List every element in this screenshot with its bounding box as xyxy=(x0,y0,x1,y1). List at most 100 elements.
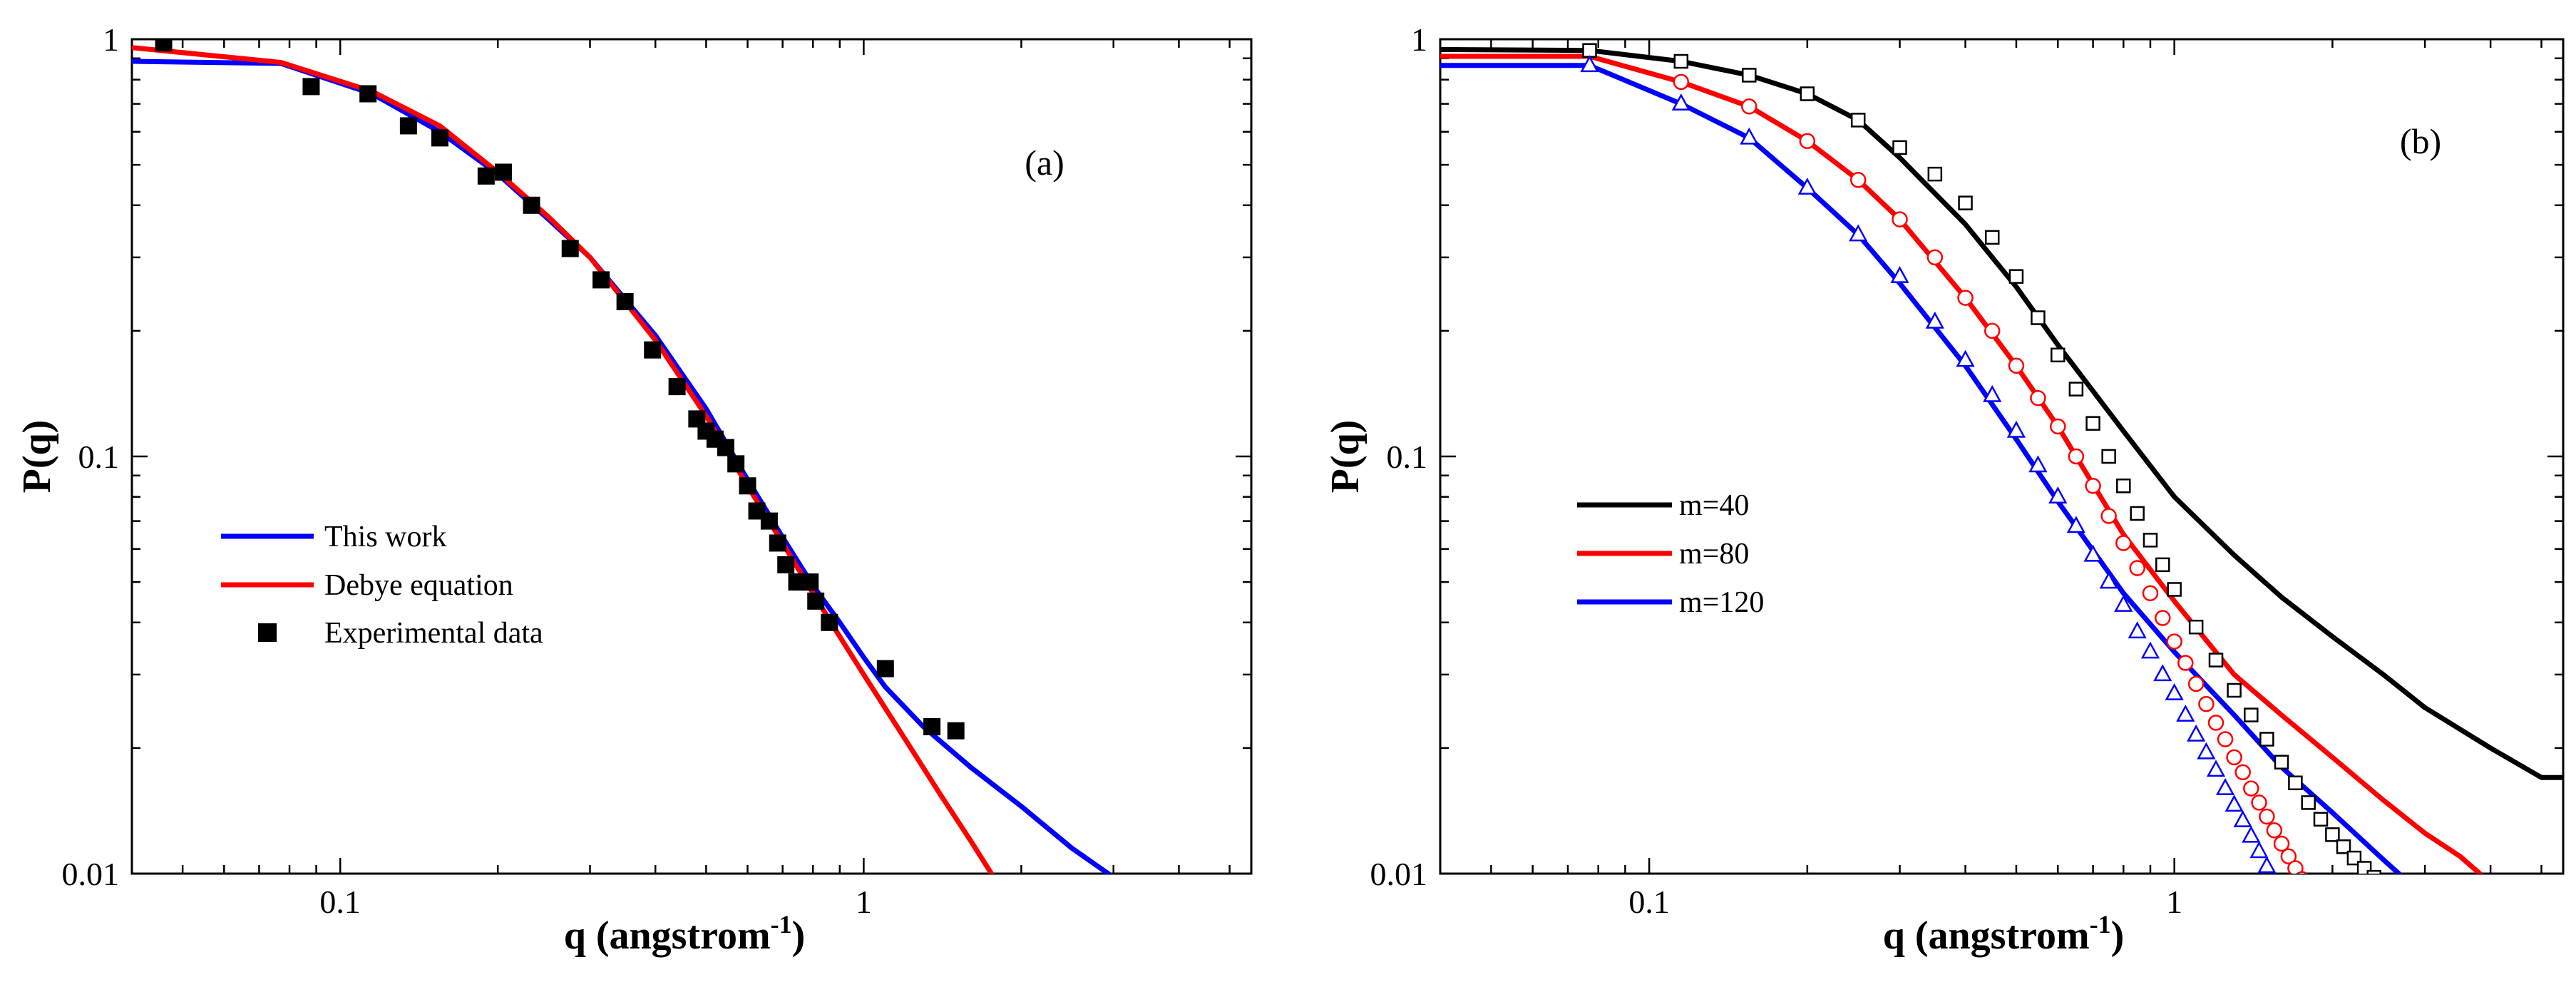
data-point xyxy=(2085,416,2100,431)
data-point xyxy=(561,240,579,257)
data-point xyxy=(2225,794,2244,812)
data-point xyxy=(2307,891,2321,906)
data-point xyxy=(1890,266,1909,283)
data-point xyxy=(1892,211,1908,227)
data-point xyxy=(2313,812,2329,827)
data-point xyxy=(2302,881,2316,896)
data-point xyxy=(2418,917,2431,930)
data-point xyxy=(2325,827,2340,842)
data-point xyxy=(2051,347,2066,363)
data-point xyxy=(2233,810,2252,827)
panel-b-x-axis-title-close: ) xyxy=(2111,914,2125,958)
data-point xyxy=(1740,127,1759,145)
data-point xyxy=(2129,560,2145,576)
data-point xyxy=(2242,825,2261,843)
data-point xyxy=(2142,585,2159,602)
data-point xyxy=(399,117,417,135)
data-point xyxy=(1741,98,1757,115)
panel-b-plot-area xyxy=(1440,43,2563,930)
data-point xyxy=(1800,86,1815,101)
panel-a-frame xyxy=(130,38,1253,875)
data-point xyxy=(302,78,320,96)
data-point xyxy=(2301,795,2316,810)
data-point xyxy=(1850,113,1866,128)
panel-a-chart: 0.1 1 0.01 0.1 1 (a) q (angstrom-1) P(q) Thi… xyxy=(15,21,1253,958)
series-markers-m-120-markers xyxy=(1580,55,2297,913)
legend-label-experimental: Experimental data xyxy=(324,617,543,650)
panel-a-ticks xyxy=(130,38,1251,875)
data-point xyxy=(1673,73,1690,91)
series-line-this-work xyxy=(132,58,1113,874)
data-point xyxy=(2197,742,2216,760)
series-line-m-80 xyxy=(1440,53,2484,874)
data-point xyxy=(2167,582,2182,597)
data-point xyxy=(2207,715,2225,731)
data-point xyxy=(2257,856,2277,874)
data-point xyxy=(2215,777,2235,795)
data-point xyxy=(155,39,173,52)
data-point xyxy=(2243,780,2259,797)
data-point xyxy=(1983,384,2002,402)
panel-a-label: (a) xyxy=(1025,143,1064,183)
y-tick-label: 0.1 xyxy=(78,439,120,475)
data-point xyxy=(2206,760,2226,777)
data-point xyxy=(2403,903,2416,916)
data-point xyxy=(2153,664,2172,682)
data-point xyxy=(1671,93,1690,111)
data-point xyxy=(2274,755,2289,770)
data-point xyxy=(2251,794,2267,811)
data-point xyxy=(2288,775,2303,791)
data-point xyxy=(821,613,838,631)
panel-b-frame xyxy=(1439,38,2565,875)
data-point xyxy=(2048,486,2068,503)
data-point xyxy=(2177,655,2194,671)
data-point xyxy=(2140,641,2160,659)
data-point xyxy=(2249,841,2269,859)
data-point xyxy=(2198,695,2215,712)
data-point xyxy=(2116,479,2131,494)
legend-label-m80: m=80 xyxy=(1679,538,1749,571)
series-markers-m-40-markers xyxy=(1582,43,2431,930)
data-point xyxy=(2366,869,2381,874)
data-point xyxy=(1797,177,1817,195)
data-point xyxy=(2100,508,2117,524)
data-point xyxy=(1799,133,1816,150)
data-point xyxy=(777,556,795,573)
data-point xyxy=(2281,899,2297,913)
data-point xyxy=(2187,724,2206,742)
x-tick-label: 0.1 xyxy=(319,884,361,920)
data-point xyxy=(2006,420,2026,438)
data-point xyxy=(1673,53,1689,69)
data-point xyxy=(2115,535,2132,551)
data-point xyxy=(2296,871,2308,874)
panel-a-x-axis-title: q (angstrom-1) xyxy=(564,910,806,958)
data-point xyxy=(2287,860,2304,874)
data-point xyxy=(1582,43,1597,58)
data-point xyxy=(1927,166,1943,182)
data-point xyxy=(1984,322,2001,339)
data-point xyxy=(1926,249,1944,266)
data-point xyxy=(2259,808,2275,825)
data-point xyxy=(2083,544,2103,562)
data-point xyxy=(2099,571,2118,589)
data-point xyxy=(739,477,756,495)
data-point xyxy=(668,378,686,396)
data-point xyxy=(359,85,377,103)
data-point xyxy=(2101,449,2116,464)
data-point xyxy=(2272,870,2277,874)
data-point xyxy=(2274,886,2289,901)
y-tick-label: 0.01 xyxy=(1370,856,1428,892)
data-point xyxy=(644,341,662,359)
panel-a-x-axis-title-main: q (angstrom xyxy=(564,914,771,958)
data-point xyxy=(2143,533,2158,548)
data-point xyxy=(947,722,965,740)
data-point xyxy=(760,512,778,530)
y-tick-label: 0.01 xyxy=(62,856,120,892)
data-point xyxy=(923,717,941,735)
legend-label-debye: Debye equation xyxy=(324,569,513,602)
data-point xyxy=(2165,683,2184,700)
data-point xyxy=(2187,675,2205,692)
data-point xyxy=(2068,448,2085,465)
data-point xyxy=(2319,909,2334,924)
